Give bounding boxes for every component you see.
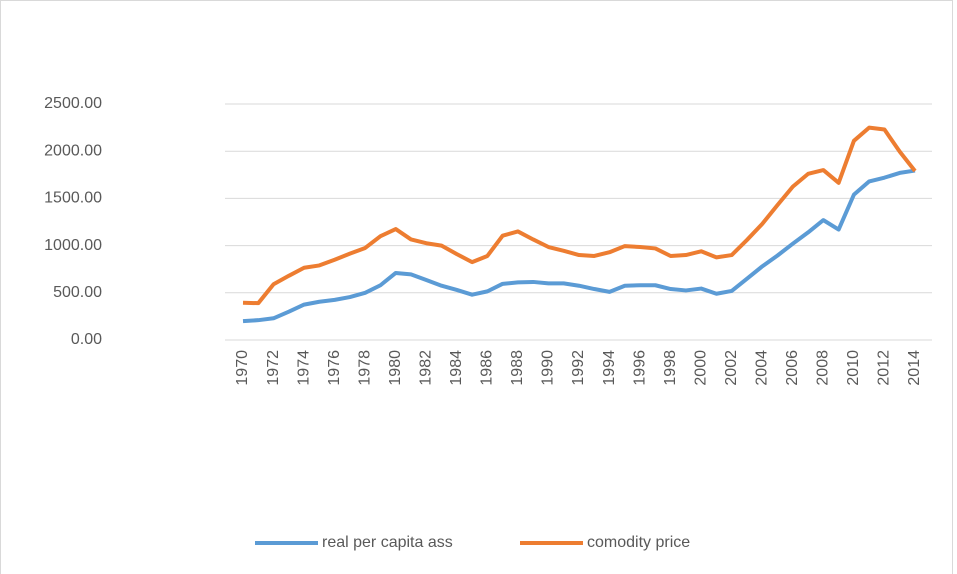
legend-label: real per capita ass	[322, 534, 453, 551]
x-tick-label: 2006	[784, 350, 801, 386]
x-tick-label: 2014	[906, 350, 923, 386]
x-tick-label: 1976	[326, 350, 343, 386]
x-tick-label: 1978	[356, 350, 373, 386]
series-line	[242, 125, 917, 306]
x-tick-label: 1994	[601, 350, 618, 386]
x-tick-label: 2004	[753, 350, 770, 386]
x-tick-label: 1970	[234, 350, 251, 386]
x-tick-label: 1980	[387, 350, 404, 386]
x-tick-label: 1990	[540, 350, 557, 386]
x-tick-label: 1982	[417, 350, 434, 386]
x-tick-label: 1986	[479, 350, 496, 386]
x-tick-label: 1992	[570, 350, 587, 386]
y-tick-label: 2000.00	[44, 142, 102, 159]
x-tick-label: 1998	[662, 350, 679, 386]
x-tick-label: 2010	[845, 350, 862, 386]
x-tick-label: 1974	[295, 350, 312, 386]
series-line	[242, 168, 916, 324]
x-tick-label: 2012	[876, 350, 893, 386]
x-tick-label: 1984	[448, 350, 465, 386]
x-tick-label: 2002	[723, 350, 740, 386]
y-tick-label: 1500.00	[44, 190, 102, 207]
legend-label: comodity price	[587, 534, 690, 551]
x-tick-label: 1988	[509, 350, 526, 386]
x-tick-label: 2008	[815, 350, 832, 386]
x-tick-label: 1996	[631, 350, 648, 386]
y-tick-label: 1000.00	[44, 237, 102, 254]
x-tick-label: 1972	[265, 350, 282, 386]
y-tick-label: 500.00	[53, 284, 102, 301]
y-tick-label: 0.00	[71, 331, 102, 348]
y-tick-label: 2500.00	[44, 95, 102, 112]
x-tick-label: 2000	[692, 350, 709, 386]
